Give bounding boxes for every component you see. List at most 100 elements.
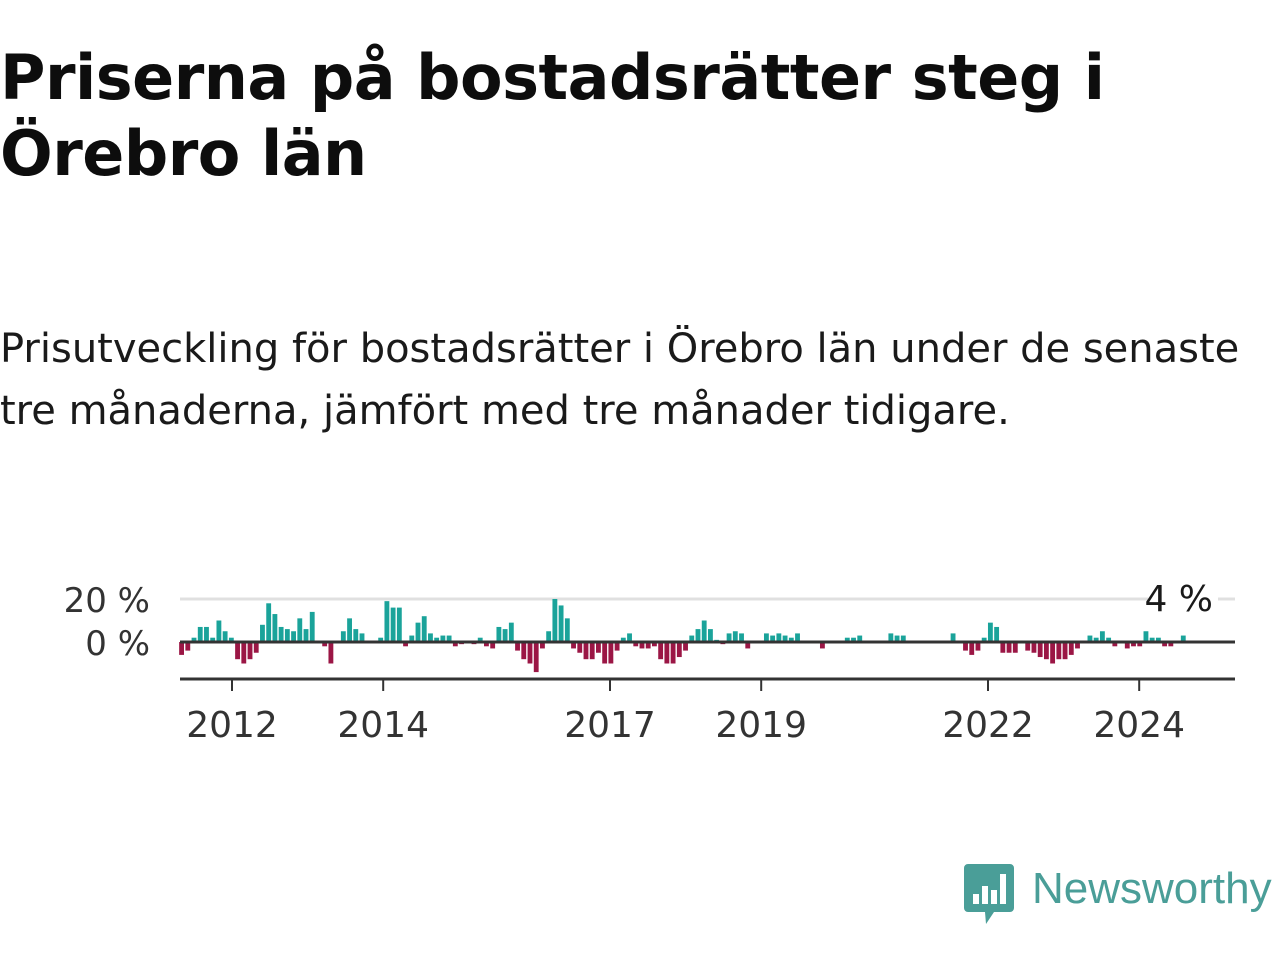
bar — [589, 642, 595, 660]
bar — [1149, 637, 1155, 642]
bar — [278, 626, 284, 642]
bar — [894, 635, 900, 642]
bar — [403, 642, 408, 647]
bar — [627, 633, 632, 642]
bar — [1143, 631, 1149, 642]
bar — [378, 637, 384, 642]
bar — [540, 642, 545, 649]
bar — [950, 633, 956, 642]
bar — [477, 637, 483, 642]
bar — [633, 642, 639, 647]
bar — [191, 637, 197, 642]
bar — [284, 629, 290, 642]
bar — [260, 624, 265, 642]
bar — [228, 637, 234, 642]
bar — [235, 642, 240, 660]
bar — [770, 635, 776, 642]
bar — [608, 642, 614, 664]
bar — [396, 607, 402, 642]
bar — [1006, 642, 1012, 653]
x-tick-label: 2019 — [715, 705, 807, 746]
bar — [695, 629, 701, 642]
bar — [521, 642, 527, 660]
bar — [452, 642, 458, 647]
bar — [409, 635, 415, 642]
bar — [216, 620, 222, 642]
bar — [1099, 631, 1105, 642]
bar — [490, 642, 496, 649]
y-tick-label: 0 % — [85, 624, 150, 664]
bar — [1124, 642, 1130, 649]
bar — [210, 637, 216, 642]
bar — [763, 633, 769, 642]
bar — [1112, 642, 1118, 647]
y-tick-label: 20 % — [64, 581, 150, 621]
bar — [726, 633, 732, 642]
bar — [428, 633, 433, 642]
bar — [994, 626, 1000, 642]
bar — [1075, 642, 1080, 649]
bar — [739, 633, 744, 642]
bar — [975, 642, 981, 651]
bar — [639, 642, 645, 649]
bar — [583, 642, 589, 660]
bar — [247, 642, 253, 660]
bar — [179, 642, 184, 655]
bar — [1068, 642, 1074, 655]
bar — [1031, 642, 1037, 653]
bar — [496, 626, 502, 642]
bar — [527, 642, 533, 664]
bar — [1056, 642, 1062, 660]
last-value-annotation: 4 % — [1144, 579, 1218, 620]
bar — [564, 618, 570, 642]
bar — [596, 642, 601, 653]
bar — [1131, 642, 1136, 647]
x-tick-label: 2012 — [186, 705, 278, 746]
bar — [987, 622, 993, 642]
bar — [888, 633, 894, 642]
bar — [1000, 642, 1006, 653]
bar — [185, 642, 191, 651]
bar — [434, 637, 440, 642]
bar — [266, 603, 272, 642]
bar — [291, 631, 296, 642]
logo-text: Newsworthy — [1032, 864, 1272, 913]
bar — [963, 642, 968, 651]
bar-chart-speech-bubble-icon — [964, 864, 1014, 924]
bar — [340, 631, 346, 642]
bar — [515, 642, 520, 651]
bar — [241, 642, 247, 664]
bar — [969, 642, 975, 655]
bar — [676, 642, 682, 658]
bar — [558, 605, 564, 642]
bar — [670, 642, 676, 664]
bar — [328, 642, 334, 664]
bar — [782, 635, 788, 642]
bar — [844, 637, 850, 642]
x-tick-label: 2017 — [564, 705, 656, 746]
bar — [571, 642, 576, 649]
bar — [1137, 642, 1143, 647]
bar — [222, 631, 228, 642]
bar — [1180, 635, 1186, 642]
bar — [851, 637, 856, 642]
bar — [819, 642, 825, 649]
bar — [620, 637, 626, 642]
chart-title: Priserna på bostadsrätter steg i Örebro … — [0, 41, 1105, 190]
bar — [1043, 642, 1049, 660]
bar — [1155, 637, 1161, 642]
x-tick-label: 2022 — [942, 705, 1034, 746]
bar — [508, 622, 514, 642]
bar — [297, 618, 303, 642]
bar — [1037, 642, 1043, 658]
bar — [981, 637, 987, 642]
bar — [1162, 642, 1168, 647]
price-change-chart: 20 %0 % 2012 2014 2017 2019 2022 2024 4 % — [64, 579, 1235, 746]
bar — [359, 633, 365, 642]
bar — [776, 633, 782, 642]
bar — [415, 622, 421, 642]
newsworthy-logo: Newsworthy — [964, 862, 1280, 928]
bar — [708, 629, 713, 642]
bar — [683, 642, 688, 651]
bar — [857, 635, 863, 642]
